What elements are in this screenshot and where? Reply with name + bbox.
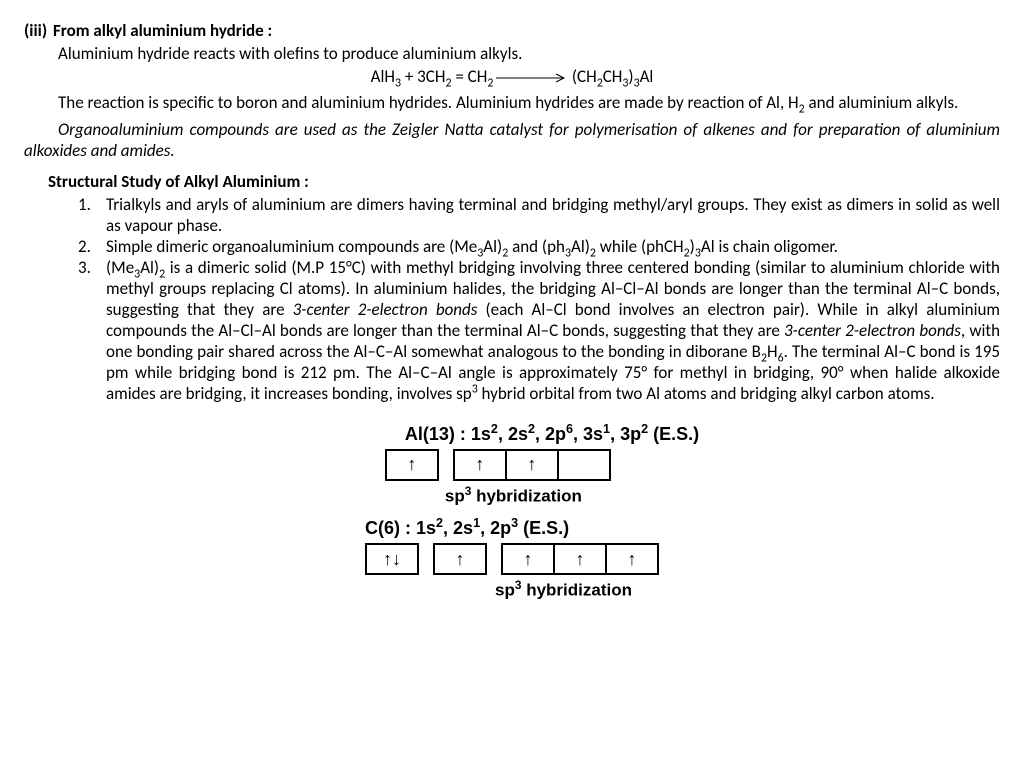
reaction-arrow-icon <box>496 73 568 83</box>
list-item: 3. (Me3Al)2 is a dimeric solid (M.P 15°C… <box>78 257 1000 404</box>
intro-line: Aluminium hydride reacts with olefins to… <box>24 43 1000 64</box>
c-boxes: ↑↓ ↑ ↑↑↑ <box>365 543 659 575</box>
heading-prefix: (iii) <box>24 20 47 41</box>
al-config-label: Al(13) : 1s2, 2s2, 2p6, 3s1, 3p2 (E.S.) <box>405 422 699 445</box>
heading-text: From alkyl aluminium hydride : <box>53 20 272 41</box>
orbital-box-group: ↑ <box>433 543 487 575</box>
al-boxes: ↑ ↑↑ <box>385 449 611 481</box>
italic-note: Organoaluminium compounds are used as th… <box>24 119 1000 161</box>
item2-text: Simple dimeric organoaluminium compounds… <box>106 236 838 257</box>
reaction-note: The reaction is specific to boron and al… <box>24 92 1000 116</box>
al-row: Al(13) : 1s2, 2s2, 2p6, 3s1, 3p2 (E.S.) … <box>385 422 699 507</box>
equation: AlH3 + 3CH2 = CH2 (CH2CH3)3Al <box>24 66 1000 90</box>
al-hyb-label: sp3 hybridization <box>445 484 582 507</box>
orbital-box-group: ↑↓ <box>365 543 419 575</box>
list-item: 2. Simple dimeric organoaluminium compou… <box>78 236 1000 257</box>
structural-section: Structural Study of Alkyl Aluminium : 1.… <box>34 171 1000 404</box>
content-root: (iii) From alkyl aluminium hydride : Alu… <box>24 20 1000 611</box>
section-heading: (iii) From alkyl aluminium hydride : <box>24 20 1000 41</box>
structural-heading: Structural Study of Alkyl Aluminium : <box>48 171 1000 192</box>
c-row: C(6) : 1s2, 2s1, 2p3 (E.S.) ↑↓ ↑ ↑↑↑ sp3… <box>365 516 659 601</box>
ordered-list: 1. Trialkyls and aryls of aluminium are … <box>78 194 1000 404</box>
c-config-label: C(6) : 1s2, 2s1, 2p3 (E.S.) <box>365 516 569 539</box>
eq-lhs: AlH <box>371 66 395 87</box>
orbital-box-group: ↑↑ <box>453 449 611 481</box>
orbital-diagram: Al(13) : 1s2, 2s2, 2p6, 3s1, 3p2 (E.S.) … <box>24 422 1000 611</box>
c-hyb-label: sp3 hybridization <box>495 578 632 601</box>
item3-text: (Me3Al)2 is a dimeric solid (M.P 15°C) w… <box>106 257 1000 404</box>
orbital-box-group: ↑ <box>385 449 439 481</box>
list-item: 1. Trialkyls and aryls of aluminium are … <box>78 194 1000 236</box>
orbital-box-group: ↑↑↑ <box>501 543 659 575</box>
